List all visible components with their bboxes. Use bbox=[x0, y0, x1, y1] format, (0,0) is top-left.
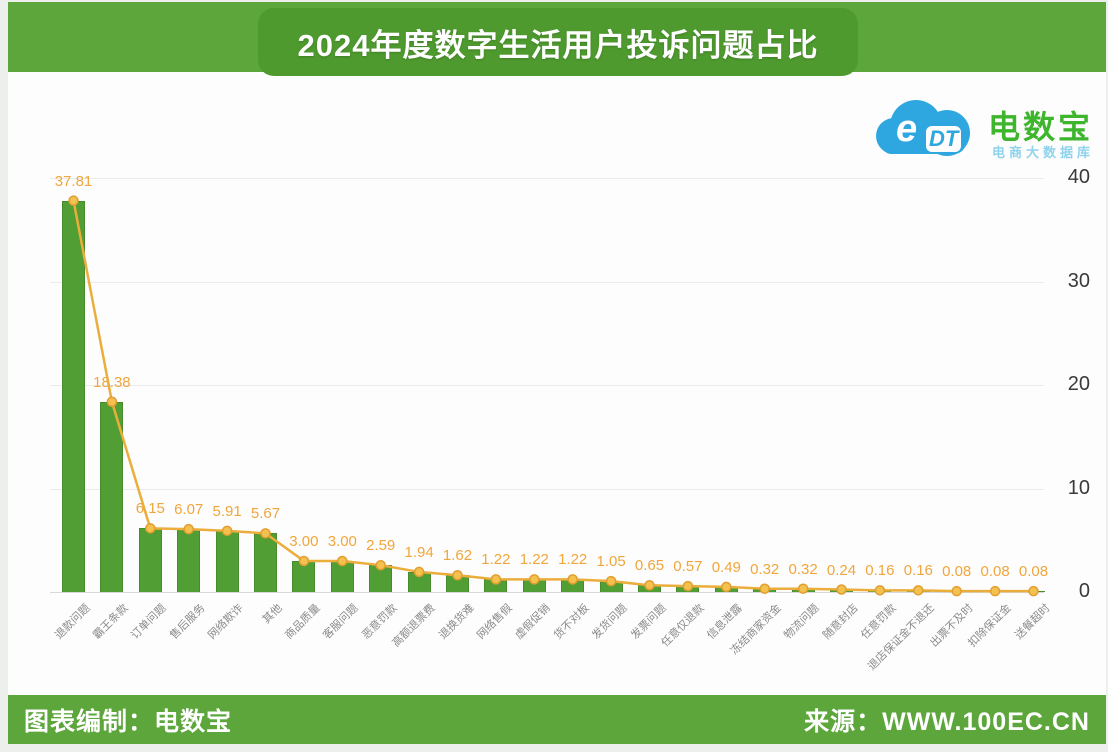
edt-logo: e DT 电数宝 电商大数据库 bbox=[876, 92, 1102, 170]
bar-出票不及时 bbox=[945, 591, 969, 592]
bar-送餐超时 bbox=[1022, 591, 1045, 592]
gridline-y40 bbox=[50, 178, 1044, 179]
gridline-y20 bbox=[50, 385, 1044, 386]
footer-bar: 图表编制：电数宝 来源：WWW.100EC.CN bbox=[8, 695, 1106, 744]
bar-任意仅退款 bbox=[676, 586, 700, 592]
logo-letters-dt: DT bbox=[926, 126, 962, 152]
data-value-label: 18.38 bbox=[93, 373, 131, 391]
bar-扣除保证金 bbox=[983, 591, 1007, 592]
bar-霸王条款 bbox=[100, 401, 124, 592]
bar-冻结商家资金 bbox=[753, 588, 777, 592]
bar-订单问题 bbox=[138, 528, 162, 592]
gridline-y10 bbox=[50, 488, 1044, 490]
bar-网络售假 bbox=[484, 579, 508, 592]
title-pill: 2024年度数字生活用户投诉问题占比 bbox=[258, 8, 858, 76]
data-value-label: 5.67 bbox=[250, 505, 281, 523]
chart-credit: 图表编制：电数宝 bbox=[24, 707, 233, 736]
bar-售后服务 bbox=[177, 529, 201, 592]
header-banner: 2024年度数字生活用户投诉问题占比 bbox=[8, 2, 1106, 76]
source-credit: 来源：WWW.100EC.CN bbox=[804, 707, 1090, 736]
bar-任意罚款 bbox=[868, 590, 892, 592]
bar-高额退票费 bbox=[407, 571, 431, 592]
bar-发票问题 bbox=[638, 585, 661, 592]
bar-货不对板 bbox=[561, 579, 585, 592]
data-value-label: 37.81 bbox=[54, 172, 93, 190]
bar-客服问题 bbox=[330, 560, 354, 592]
bar-物流问题 bbox=[791, 588, 815, 592]
cloud-logo-icon: e DT bbox=[876, 100, 980, 158]
bar-信息泄露 bbox=[714, 586, 738, 592]
bar-退店保证金不退还 bbox=[906, 590, 930, 592]
bar-退款问题 bbox=[62, 200, 85, 592]
infographic-canvas: 2024年度数字生活用户投诉问题占比 e DT 电数宝 电商大数据库 0 10 20… bbox=[8, 2, 1106, 744]
y-axis-tick-label: 30 bbox=[1067, 269, 1090, 292]
y-axis-tick-label: 40 bbox=[1067, 166, 1090, 188]
bar-网络欺诈 bbox=[215, 530, 239, 592]
gridline-y30 bbox=[50, 281, 1044, 283]
y-axis-tick-label: 10 bbox=[1067, 476, 1090, 499]
chart-plot-area: 0 10 20 30 40 37.81 退款问题 18.38 霸王条款 6.15 订单问题 6.07 售… bbox=[8, 72, 1106, 695]
bar-退换货难 bbox=[446, 575, 469, 592]
bar-随意封店 bbox=[830, 589, 853, 592]
logo-name: 电数宝 bbox=[988, 109, 1094, 145]
bar-商品质量 bbox=[292, 560, 316, 592]
logo-tagline: 电商大数据库 bbox=[992, 145, 1095, 160]
y-axis-tick-label: 0 bbox=[1078, 580, 1090, 602]
bar-发货问题 bbox=[599, 581, 623, 592]
data-value-label: 0.08 bbox=[1018, 563, 1049, 581]
gridline-y0 bbox=[50, 592, 1044, 593]
logo-letter-e: e bbox=[896, 108, 918, 150]
bar-恶意罚款 bbox=[369, 565, 393, 592]
bar-虚假促销 bbox=[522, 579, 546, 592]
y-axis-tick-label: 20 bbox=[1067, 373, 1090, 395]
trend-line-layer bbox=[68, 195, 1039, 597]
page-title: 2024年度数字生活用户投诉问题占比 bbox=[297, 27, 819, 63]
